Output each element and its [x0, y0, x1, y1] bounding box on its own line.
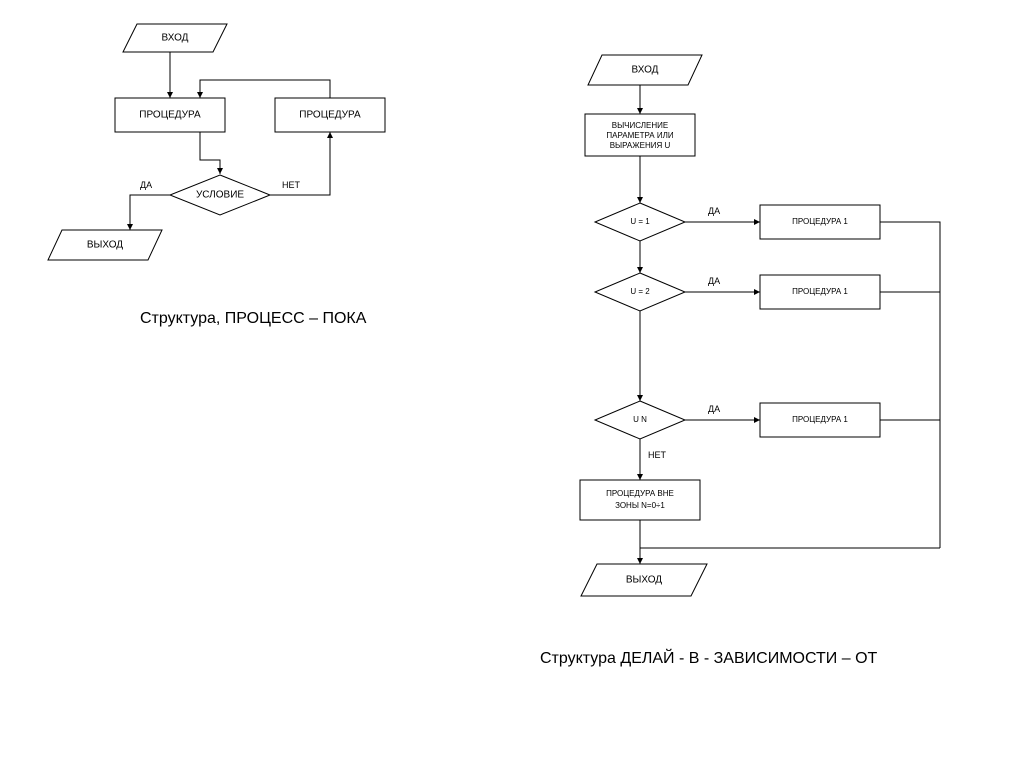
edge-proc1-decision [200, 132, 220, 174]
r-node-d2: U = 2 [595, 273, 685, 311]
left-caption: Структура, ПРОЦЕСС – ПОКА [140, 310, 366, 328]
edge-decision-no [270, 132, 330, 195]
label-entry: ВХОД [162, 33, 189, 44]
right-caption: Структура ДЕЛАЙ - В - ЗАВИСИМОСТИ – ОТ [540, 650, 877, 668]
label-exit: ВЫХОД [87, 240, 123, 251]
r-edge-dN-yes: ДА [708, 404, 720, 414]
edge-label-no: НЕТ [282, 180, 301, 190]
r-label-dN: U N [633, 415, 647, 424]
edge-decision-yes [130, 195, 170, 230]
r-node-p1: ПРОЦЕДУРА 1 [760, 205, 880, 239]
left-flowchart: ВХОД ПРОЦЕДУРА ПРОЦЕДУРА УСЛОВИЕ ДА ВЫХО… [48, 24, 385, 260]
node-proc2: ПРОЦЕДУРА [275, 98, 385, 132]
node-entry: ВХОД [123, 24, 227, 52]
r-node-entry: ВХОД [588, 55, 702, 85]
label-proc2: ПРОЦЕДУРА [299, 110, 361, 121]
right-flowchart: ВХОД ВЫЧИСЛЕНИЕ ПАРАМЕТРА ИЛИ ВЫРАЖЕНИЯ … [580, 55, 940, 596]
r-label-calc-3: ВЫРАЖЕНИЯ U [610, 141, 671, 150]
r-node-pN: ПРОЦЕДУРА 1 [760, 403, 880, 437]
r-edge-p1-merge [880, 222, 940, 548]
r-label-calc-1: ВЫЧИСЛЕНИЕ [612, 121, 668, 130]
r-edge-d1-yes: ДА [708, 206, 720, 216]
r-label-pN: ПРОЦЕДУРА 1 [792, 415, 848, 424]
r-node-d1: U = 1 [595, 203, 685, 241]
r-label-d1: U = 1 [630, 217, 650, 226]
r-edge-d2-yes: ДА [708, 276, 720, 286]
r-label-d2: U = 2 [630, 287, 650, 296]
node-exit: ВЫХОД [48, 230, 162, 260]
node-decision: УСЛОВИЕ [170, 175, 270, 215]
r-label-calc-2: ПАРАМЕТРА ИЛИ [606, 131, 673, 140]
r-label-exit: ВЫХОД [626, 575, 662, 586]
node-proc1: ПРОЦЕДУРА [115, 98, 225, 132]
label-decision: УСЛОВИЕ [196, 190, 244, 201]
r-label-p1: ПРОЦЕДУРА 1 [792, 217, 848, 226]
r-label-entry: ВХОД [632, 65, 659, 76]
label-proc1: ПРОЦЕДУРА [139, 110, 201, 121]
r-label-else-2: ЗОНЫ N=0÷1 [615, 501, 665, 510]
r-edge-dN-no: НЕТ [648, 450, 667, 460]
r-node-calc: ВЫЧИСЛЕНИЕ ПАРАМЕТРА ИЛИ ВЫРАЖЕНИЯ U [585, 114, 695, 156]
r-node-exit: ВЫХОД [581, 564, 707, 596]
r-label-p2: ПРОЦЕДУРА 1 [792, 287, 848, 296]
r-node-p2: ПРОЦЕДУРА 1 [760, 275, 880, 309]
edge-label-yes: ДА [140, 180, 152, 190]
edge-proc2-proc1 [200, 80, 330, 98]
r-node-dN: U N [595, 401, 685, 439]
r-label-else-1: ПРОЦЕДУРА ВНЕ [606, 489, 674, 498]
r-node-else: ПРОЦЕДУРА ВНЕ ЗОНЫ N=0÷1 [580, 480, 700, 520]
